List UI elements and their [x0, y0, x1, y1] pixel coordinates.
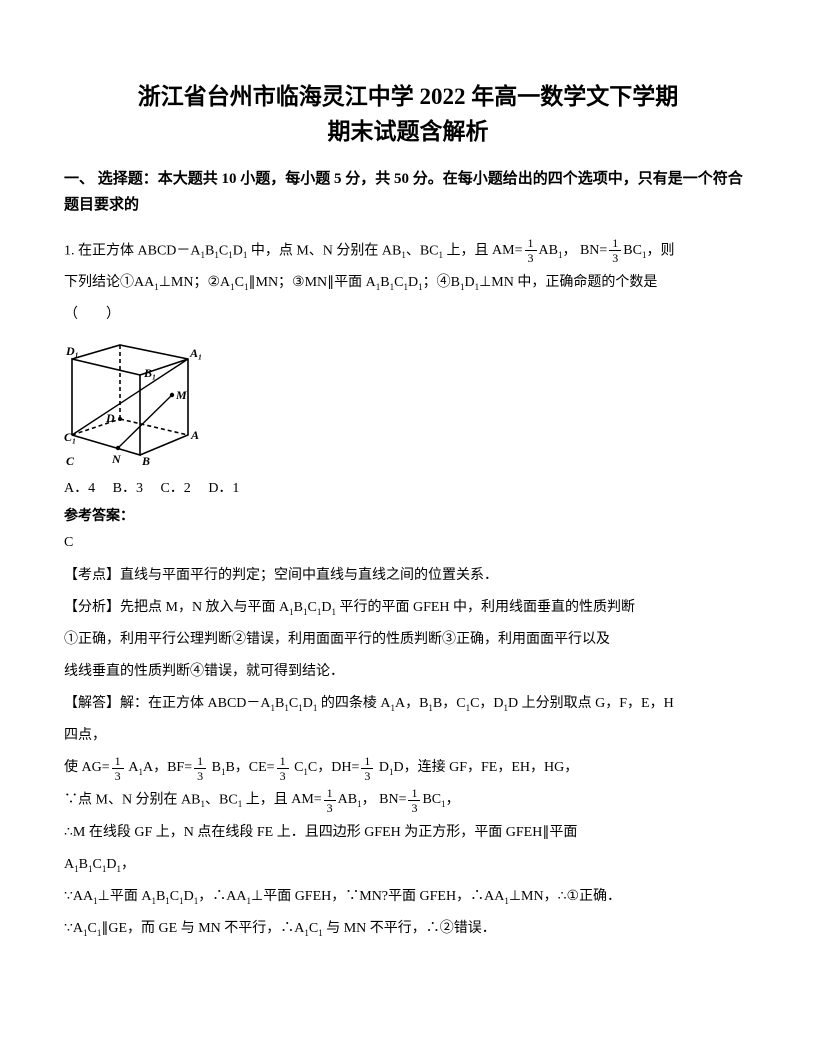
label-d: D: [105, 411, 115, 425]
exp-jieda-line-2: 四点，: [64, 721, 752, 751]
exp-ag-line: 使 AG=13 A1A，BF=13 B1B，CE=13 C1C，DH=13 D1…: [64, 753, 752, 783]
answer-letter: C: [64, 535, 752, 551]
exp-jieda-line-1: 【解答】解：在正方体 ABCD－A1B1C1D1 的四条棱 A1A，B1B，C1…: [64, 689, 752, 719]
option-b: B．3: [113, 481, 143, 496]
exp-ac-line: ∵A1C1∥GE，而 GE 与 MN 不平行，∴A1C1 与 MN 不平行，∴②…: [64, 914, 752, 944]
label-n: N: [111, 452, 122, 466]
exp-kaodian: 【考点】直线与平面平行的判定；空间中直线与直线之间的位置关系．: [64, 561, 752, 591]
options-row: A．4 B．3 C．2 D．1: [64, 476, 752, 501]
label-b1: B₁: [143, 366, 156, 380]
exp-fenxi-line-3: 线线垂直的性质判断④错误，就可得到结论．: [64, 657, 752, 687]
exp-dian-line: ∵点 M、N 分别在 AB1、BC1 上，且 AM=13AB1， BN=13BC…: [64, 785, 752, 815]
question-1-line-1: 1. 在正方体 ABCD－A1B1C1D1 中，点 M、N 分别在 AB1、BC…: [64, 236, 752, 266]
question-1-paren: （ ）: [64, 300, 752, 330]
option-a: A．4: [64, 481, 95, 496]
label-m: M: [175, 388, 187, 402]
exp-m-line-2: A1B1C1D1，: [64, 850, 752, 880]
label-d1: D₁: [65, 344, 79, 358]
eq-bn: BN=13BC1: [580, 236, 647, 266]
cube-svg: D₁ A₁ C₁ B₁ D A C B M N: [64, 337, 209, 467]
label-c: C: [66, 454, 75, 467]
exp-m-line-1: ∴M 在线段 GF 上，N 点在线段 FE 上．且四边形 GFEH 为正方形，平…: [64, 818, 752, 848]
exp-fenxi-line-2: ①正确，利用平行公理判断②错误，利用面面平行的性质判断③正确，利用面面平行以及: [64, 625, 752, 655]
page-title: 浙江省台州市临海灵江中学 2022 年高一数学文下学期 期末试题含解析: [64, 80, 752, 149]
exp-aa-line: ∵AA1⊥平面 A1B1C1D1，∴AA1⊥平面 GFEH，∵MN?平面 GFE…: [64, 882, 752, 912]
label-a: A: [190, 428, 199, 442]
answer-label: 参考答案：: [64, 505, 752, 525]
frac-1-3: 13: [609, 237, 621, 264]
label-b: B: [141, 454, 150, 467]
exp-fenxi-line-1: 【分析】先把点 M，N 放入与平面 A1B1C1D1 平行的平面 GFEH 中，…: [64, 593, 752, 623]
label-a1: A₁: [189, 346, 202, 360]
question-1-line-2: 下列结论①AA1⊥MN；②A1C1∥MN；③MN∥平面 A1B1C1D1；④B1…: [64, 268, 752, 298]
title-line-2: 期末试题含解析: [328, 119, 489, 144]
option-c: C．2: [160, 481, 190, 496]
section-1-heading: 一、 选择题：本大题共 10 小题，每小题 5 分，共 50 分。在每小题给出的…: [64, 167, 752, 218]
option-d: D．1: [208, 481, 239, 496]
label-c1: C₁: [64, 430, 76, 444]
title-line-1: 浙江省台州市临海灵江中学 2022 年高一数学文下学期: [138, 84, 679, 109]
eq-am: AM=13AB1: [492, 236, 562, 266]
frac-1-3: 13: [525, 237, 537, 264]
cube-figure: D₁ A₁ C₁ B₁ D A C B M N: [64, 337, 752, 472]
